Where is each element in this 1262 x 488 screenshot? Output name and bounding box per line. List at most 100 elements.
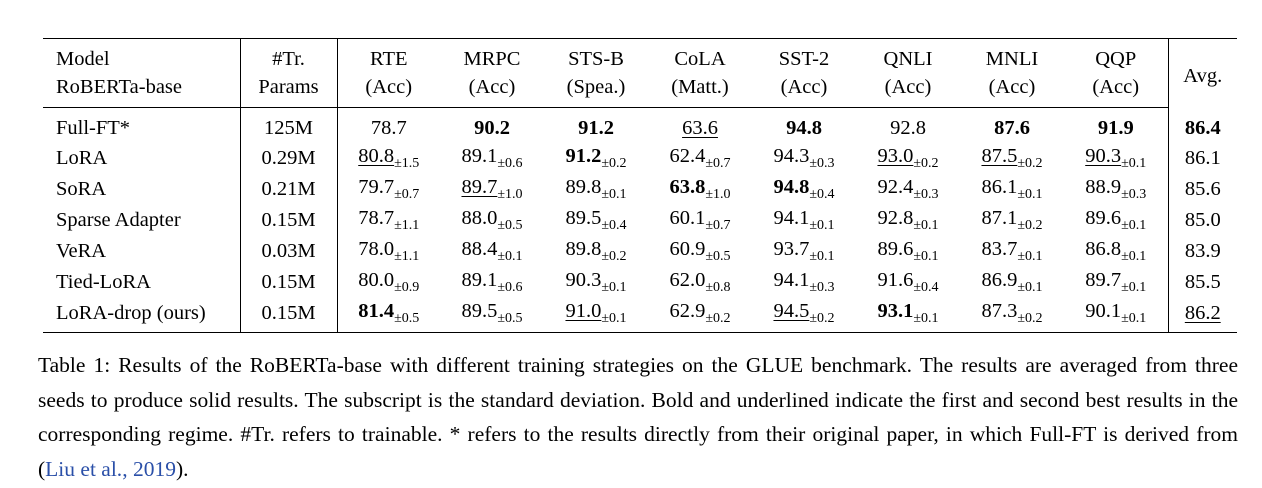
row-model-name: Tied-LoRA — [43, 266, 241, 297]
score-cell: 93.0±0.2 — [856, 142, 960, 173]
score-cell: 87.5±0.2 — [960, 142, 1064, 173]
avg-cell: 86.2 — [1168, 297, 1237, 333]
header-backbone: RoBERTa-base — [43, 73, 241, 108]
std-dev-subscript: ±1.1 — [394, 249, 420, 264]
score-cell: 90.1±0.1 — [1064, 297, 1169, 333]
score-cell: 94.8 — [752, 108, 856, 143]
score-value: 91.9 — [1097, 117, 1134, 139]
score-value: 90.1 — [1085, 300, 1122, 322]
score-value: 63.8 — [669, 176, 706, 198]
header-col-name: QNLI — [856, 38, 960, 73]
std-dev-subscript: ±0.7 — [394, 187, 420, 202]
std-dev-subscript: ±0.1 — [1017, 249, 1043, 264]
header-col-metric: (Acc) — [337, 73, 440, 108]
score-value: 89.5 — [461, 300, 498, 322]
std-dev-subscript: ±0.5 — [394, 311, 420, 326]
score-value: 83.7 — [981, 238, 1018, 260]
std-dev-subscript: ±0.1 — [913, 218, 939, 233]
score-value: 78.0 — [358, 238, 395, 260]
score-cell: 91.6±0.4 — [856, 266, 960, 297]
score-cell: 91.9 — [1064, 107, 1169, 142]
std-dev-subscript: ±0.4 — [913, 280, 939, 295]
score-cell: 88.4±0.1 — [440, 235, 544, 266]
score-value: 91.0 — [565, 300, 602, 322]
score-value: 93.1 — [877, 300, 914, 322]
std-dev-subscript: ±0.2 — [601, 156, 627, 171]
avg-value: 86.2 — [1184, 301, 1221, 324]
row-params: 0.15M — [240, 266, 338, 297]
std-dev-subscript: ±0.2 — [601, 249, 627, 264]
score-cell: 94.3±0.3 — [752, 142, 856, 173]
score-cell: 78.0±1.1 — [337, 235, 440, 266]
std-dev-subscript: ±0.2 — [1017, 156, 1043, 171]
score-cell: 89.1±0.6 — [440, 142, 544, 173]
table-body: Full-FT* 125M 78.7 90.2 91.2 63.6 94.8 92.8 87.6… — [43, 107, 1237, 333]
score-value: 94.8 — [786, 117, 822, 139]
score-cell: 62.0±0.8 — [648, 266, 752, 297]
caption-open-paren: ( — [38, 456, 46, 481]
score-cell: 90.3±0.1 — [544, 266, 648, 297]
score-value: 86.1 — [981, 176, 1018, 198]
score-value: 88.0 — [461, 207, 498, 229]
score-value: 79.7 — [358, 176, 395, 198]
score-value: 89.8 — [565, 176, 602, 198]
row-params: 0.03M — [240, 235, 338, 266]
score-cell: 89.5±0.5 — [440, 297, 544, 333]
score-cell: 63.6 — [648, 108, 752, 143]
header-col-metric: (Acc) — [752, 73, 856, 108]
row-model-name: LoRA — [43, 142, 241, 173]
score-value: 94.1 — [773, 269, 810, 291]
row-model-name: SoRA — [43, 173, 241, 204]
table-row: Full-FT* 125M 78.7 90.2 91.2 63.6 94.8 92.8 87.6… — [43, 107, 1237, 143]
avg-cell: 85.0 — [1168, 204, 1237, 235]
caption-close-paren: ). — [175, 456, 189, 481]
avg-cell: 86.4 — [1168, 108, 1237, 143]
std-dev-subscript: ±0.1 — [1121, 218, 1147, 233]
std-dev-subscript: ±1.5 — [394, 156, 420, 171]
score-value: 93.0 — [877, 145, 914, 167]
table-row: VeRA 0.03M 78.0±1.1 88.4±0.1 89.8±0.2 60.9±0.… — [43, 235, 1237, 266]
avg-value: 85.0 — [1184, 208, 1221, 231]
score-value: 94.3 — [773, 145, 810, 167]
std-dev-subscript: ±0.7 — [705, 156, 731, 171]
header-col-metric: (Acc) — [960, 73, 1064, 108]
std-dev-subscript: ±0.1 — [1121, 249, 1147, 264]
score-value: 92.8 — [877, 207, 914, 229]
score-value: 78.7 — [370, 117, 407, 139]
row-params: 0.21M — [240, 173, 338, 204]
table-caption: Table 1: Results of the RoBERTa-base wit… — [38, 348, 1238, 486]
score-value: 91.6 — [877, 269, 914, 291]
std-dev-subscript: ±0.8 — [705, 280, 731, 295]
avg-value: 85.5 — [1184, 270, 1221, 293]
results-table-container: Model #Tr. RTE MRPC STS-B CoLA SST-2 QNL… — [43, 38, 1237, 333]
std-dev-subscript: ±0.2 — [913, 156, 939, 171]
score-cell: 91.2 — [544, 108, 648, 143]
std-dev-subscript: ±0.4 — [601, 218, 627, 233]
score-cell: 92.8 — [856, 108, 960, 143]
score-cell: 86.1±0.1 — [960, 173, 1064, 204]
score-cell: 60.1±0.7 — [648, 204, 752, 235]
score-cell: 89.7±1.0 — [440, 173, 544, 204]
score-value: 89.5 — [565, 207, 602, 229]
score-cell: 89.7±0.1 — [1064, 266, 1169, 297]
citation-sep: , — [122, 456, 133, 481]
score-value: 62.4 — [669, 145, 706, 167]
header-col-name: STS-B — [544, 38, 648, 73]
std-dev-subscript: ±0.1 — [1017, 280, 1043, 295]
score-value: 87.3 — [981, 300, 1018, 322]
table-row: SoRA 0.21M 79.7±0.7 89.7±1.0 89.8±0.1 63.8±1.… — [43, 173, 1237, 204]
std-dev-subscript: ±0.1 — [497, 249, 523, 264]
std-dev-subscript: ±1.0 — [705, 187, 731, 202]
score-cell: 87.3±0.2 — [960, 297, 1064, 333]
row-params: 0.29M — [240, 142, 338, 173]
score-cell: 60.9±0.5 — [648, 235, 752, 266]
score-cell: 86.9±0.1 — [960, 266, 1064, 297]
score-value: 88.9 — [1085, 176, 1122, 198]
std-dev-subscript: ±0.2 — [1017, 311, 1043, 326]
score-value: 63.6 — [682, 117, 718, 139]
row-params: 0.15M — [240, 297, 338, 333]
citation-link[interactable]: Liu et al., 2019 — [45, 457, 176, 481]
std-dev-subscript: ±0.1 — [1121, 156, 1147, 171]
score-value: 81.4 — [358, 300, 395, 322]
score-value: 87.5 — [981, 145, 1018, 167]
